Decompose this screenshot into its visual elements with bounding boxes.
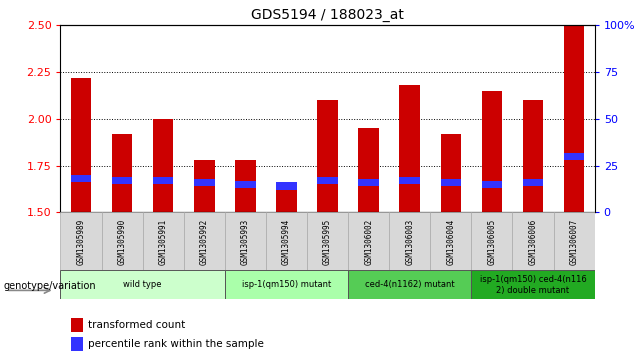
Bar — [317, 100, 338, 212]
Text: isp-1(qm150) ced-4(n116
2) double mutant: isp-1(qm150) ced-4(n116 2) double mutant — [480, 275, 586, 295]
Text: GSM1306002: GSM1306002 — [364, 218, 373, 265]
Bar — [481, 180, 502, 188]
Bar — [441, 179, 461, 186]
Text: GSM1306004: GSM1306004 — [446, 218, 455, 265]
Bar — [358, 128, 379, 212]
Text: GSM1305991: GSM1305991 — [158, 218, 168, 265]
Text: GSM1305989: GSM1305989 — [76, 218, 85, 265]
FancyBboxPatch shape — [307, 212, 348, 270]
FancyBboxPatch shape — [142, 212, 184, 270]
Text: isp-1(qm150) mutant: isp-1(qm150) mutant — [242, 281, 331, 289]
FancyBboxPatch shape — [513, 212, 553, 270]
Text: transformed count: transformed count — [88, 320, 186, 330]
Text: wild type: wild type — [123, 281, 162, 289]
FancyBboxPatch shape — [266, 212, 307, 270]
Bar — [523, 100, 543, 212]
Text: GSM1305994: GSM1305994 — [282, 218, 291, 265]
Bar — [564, 152, 584, 160]
Text: GSM1305990: GSM1305990 — [118, 218, 127, 265]
Text: percentile rank within the sample: percentile rank within the sample — [88, 339, 264, 350]
Text: GSM1306005: GSM1306005 — [487, 218, 497, 265]
FancyBboxPatch shape — [102, 212, 142, 270]
Bar — [153, 119, 174, 212]
Bar — [523, 179, 543, 186]
FancyBboxPatch shape — [60, 270, 225, 299]
Bar — [71, 78, 91, 212]
FancyBboxPatch shape — [184, 212, 225, 270]
Bar — [194, 179, 214, 186]
Bar — [71, 318, 83, 332]
Bar — [564, 25, 584, 212]
Bar — [399, 177, 420, 184]
Text: GSM1305995: GSM1305995 — [323, 218, 332, 265]
Bar — [317, 177, 338, 184]
Bar — [358, 179, 379, 186]
Text: genotype/variation: genotype/variation — [3, 281, 96, 291]
Bar — [71, 175, 91, 183]
Bar — [153, 177, 174, 184]
Bar — [441, 134, 461, 212]
Bar — [194, 160, 214, 212]
Bar — [112, 134, 132, 212]
Bar — [235, 180, 256, 188]
Bar — [112, 177, 132, 184]
FancyBboxPatch shape — [225, 270, 348, 299]
FancyBboxPatch shape — [389, 212, 431, 270]
FancyBboxPatch shape — [60, 212, 102, 270]
Bar — [71, 338, 83, 351]
FancyBboxPatch shape — [553, 212, 595, 270]
Text: ced-4(n1162) mutant: ced-4(n1162) mutant — [365, 281, 455, 289]
FancyBboxPatch shape — [471, 270, 595, 299]
Bar — [481, 91, 502, 212]
Text: GSM1306003: GSM1306003 — [405, 218, 414, 265]
Bar — [276, 184, 297, 212]
FancyBboxPatch shape — [348, 270, 471, 299]
Text: GSM1306006: GSM1306006 — [529, 218, 537, 265]
Title: GDS5194 / 188023_at: GDS5194 / 188023_at — [251, 8, 404, 22]
Bar — [399, 85, 420, 212]
Text: GSM1305993: GSM1305993 — [241, 218, 250, 265]
Bar — [235, 160, 256, 212]
FancyBboxPatch shape — [431, 212, 471, 270]
FancyBboxPatch shape — [225, 212, 266, 270]
Text: GSM1306007: GSM1306007 — [570, 218, 579, 265]
FancyBboxPatch shape — [348, 212, 389, 270]
Text: GSM1305992: GSM1305992 — [200, 218, 209, 265]
FancyBboxPatch shape — [471, 212, 513, 270]
Bar — [276, 183, 297, 190]
